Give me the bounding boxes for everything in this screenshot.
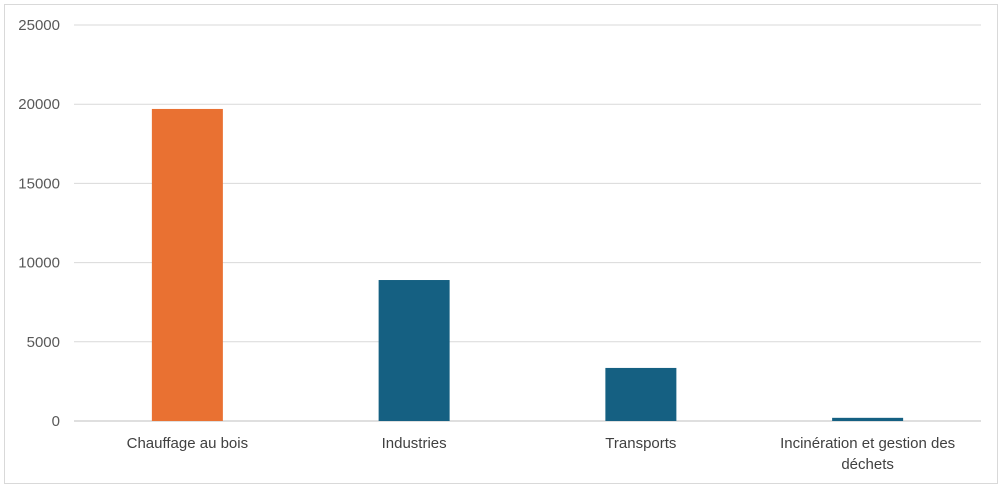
x-tick-label: Incinération et gestion des déchets — [780, 435, 955, 473]
x-axis-labels: Chauffage au bois Industries Transports Inc… — [127, 435, 956, 473]
y-tick-label: 5000 — [27, 334, 60, 351]
x-tick-label: Chauffage au bois — [127, 435, 249, 452]
y-axis-ticks: 0 5000 10000 15000 20000 25000 — [18, 17, 60, 430]
x-tick-label: Transports — [605, 435, 676, 452]
y-tick-label: 15000 — [18, 175, 60, 192]
x-tick-label-line: Incinération et gestion des — [780, 435, 955, 452]
gridlines — [74, 24, 981, 422]
x-tick-label-line: Transports — [605, 435, 676, 452]
y-tick-label: 0 — [52, 413, 60, 430]
y-tick-label: 25000 — [18, 17, 60, 34]
x-tick-label-line: Industries — [382, 435, 447, 452]
bar — [151, 108, 223, 422]
x-tick-label-line: déchets — [841, 456, 894, 473]
bars — [151, 108, 904, 422]
y-tick-label: 10000 — [18, 255, 60, 272]
bar — [605, 367, 677, 421]
bar — [378, 280, 450, 421]
bar — [832, 417, 904, 421]
x-tick-label: Industries — [382, 435, 447, 452]
x-tick-label-line: Chauffage au bois — [127, 435, 249, 452]
y-tick-label: 20000 — [18, 96, 60, 113]
